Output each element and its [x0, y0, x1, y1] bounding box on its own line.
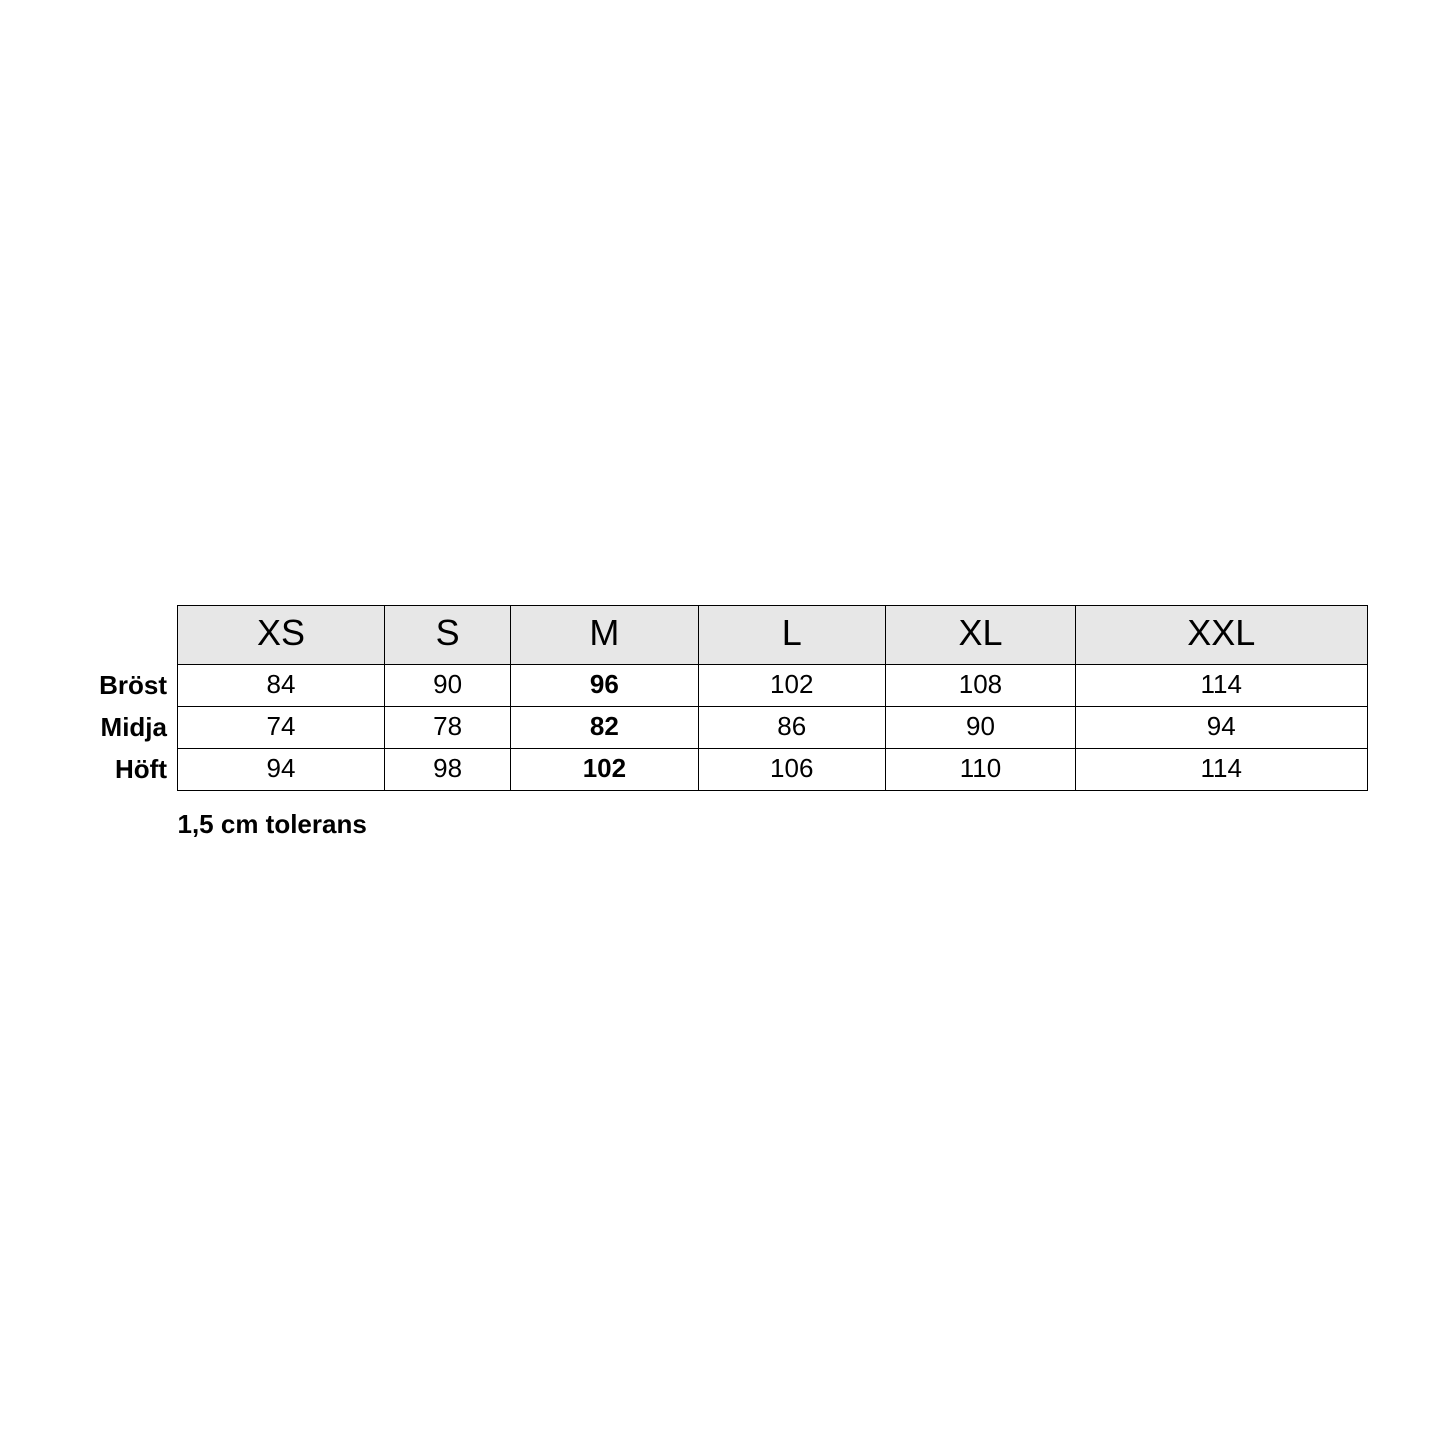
tolerance-note: 1,5 cm tolerans: [78, 791, 1368, 840]
cell: 102: [698, 665, 885, 707]
cell: 98: [384, 749, 510, 791]
cell: 86: [698, 707, 885, 749]
cell: 106: [698, 749, 885, 791]
table-row: Bröst 84 90 96 102 108 114: [78, 665, 1368, 707]
empty-corner: [78, 606, 178, 665]
col-l: L: [698, 606, 885, 665]
header-row: XS S M L XL XXL: [78, 606, 1368, 665]
cell: 78: [384, 707, 510, 749]
cell: 84: [178, 665, 385, 707]
cell: 108: [885, 665, 1075, 707]
col-s: S: [384, 606, 510, 665]
col-m: M: [511, 606, 698, 665]
cell: 90: [384, 665, 510, 707]
cell: 110: [885, 749, 1075, 791]
cell: 90: [885, 707, 1075, 749]
cell: 96: [511, 665, 698, 707]
col-xl: XL: [885, 606, 1075, 665]
cell: 102: [511, 749, 698, 791]
row-label-midja: Midja: [78, 707, 178, 749]
table-row: Höft 94 98 102 106 110 114: [78, 749, 1368, 791]
cell: 82: [511, 707, 698, 749]
col-xs: XS: [178, 606, 385, 665]
cell: 114: [1076, 749, 1367, 791]
size-chart-table: XS S M L XL XXL Bröst 84 90 96 102 108 1…: [78, 605, 1368, 791]
col-xxl: XXL: [1076, 606, 1367, 665]
cell: 94: [1076, 707, 1367, 749]
cell: 74: [178, 707, 385, 749]
cell: 94: [178, 749, 385, 791]
cell: 114: [1076, 665, 1367, 707]
table-row: Midja 74 78 82 86 90 94: [78, 707, 1368, 749]
row-label-brost: Bröst: [78, 665, 178, 707]
row-label-hoft: Höft: [78, 749, 178, 791]
